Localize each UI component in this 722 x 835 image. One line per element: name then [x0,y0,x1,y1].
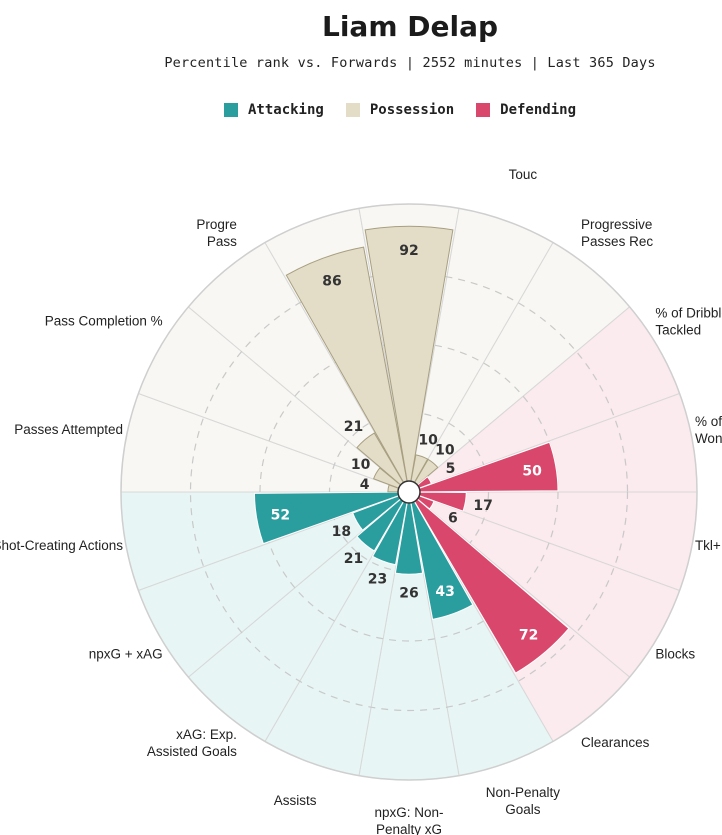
legend-label-possession: Possession [369,102,455,118]
value-label: 4 [360,477,370,493]
category-label: npxG: Non- Penalty xG [374,805,443,835]
value-label: 10 [435,442,455,458]
category-label: Tkl+Int [695,538,722,553]
category-label-line: Pass Completion % [45,314,163,329]
category-label-line: % of Dribblers [655,306,722,321]
category-label-line: Won [695,431,722,446]
legend-item-defending: Defending [476,102,576,118]
value-label: 23 [368,571,387,587]
center-hole [397,480,421,504]
category-label: % of Dribblers Tackled [655,306,722,338]
category-label: % of Aerials Won [695,414,722,446]
value-label: 50 [522,463,542,479]
category-label-line: Assisted Goals [147,744,237,759]
category-label: Shot-Creating Actions [0,538,123,553]
category-label: Passes Attempted [14,422,123,437]
legend-item-possession: Possession [345,102,455,118]
category-label-line: Progre [196,217,237,232]
category-label-line: Passes Rec [581,234,653,249]
chart-subtitle: Percentile rank vs. Forwards | 2552 minu… [164,55,656,71]
value-label: 92 [399,243,418,259]
category-label-line: Tkl+Int [695,538,722,553]
chart-title: Liam Delap [321,10,499,43]
category-label-line: Passes Attempted [14,422,123,437]
legend-swatch-attacking [223,103,238,117]
category-label: Blocks [655,647,695,662]
category-label-line: Shot-Creating Actions [0,538,123,553]
value-label: 18 [332,524,351,540]
category-label-line: Tackled [655,323,701,338]
category-label: Non-Penalty Goals [486,785,561,817]
category-label: Progressive Passes Rec [581,217,653,249]
category-label: Touc [509,167,538,182]
value-label: 10 [351,457,371,473]
category-label: Assists [274,793,317,808]
legend-label-defending: Defending [500,102,576,118]
category-label: Pass Completion % [45,314,163,329]
legend-swatch-possession [345,103,360,117]
value-label: 43 [435,584,454,600]
category-label-line: Clearances [581,735,650,750]
grid-circle [328,411,490,573]
category-label-line: Blocks [655,647,695,662]
chart-legend: Attacking Possession Defending [0,102,722,118]
category-label-line: Assists [274,793,317,808]
value-label: 86 [322,273,341,289]
category-label-line: npxG + xAG [89,647,163,662]
value-label: 72 [519,628,538,644]
grid-circle [259,342,559,642]
value-label: 52 [271,508,290,524]
category-label-line: Penalty xG [376,822,442,835]
category-label-line: Non-Penalty [486,785,561,800]
value-label: 21 [344,419,363,435]
category-label-line: npxG: Non- [374,805,443,820]
value-label: 26 [399,585,418,601]
category-label-line: Pass [207,234,237,249]
category-label-line: Goals [505,802,541,817]
category-label: xAG: Exp. Assisted Goals [147,727,237,759]
value-label: 17 [473,498,492,514]
category-label-line: xAG: Exp. [176,727,237,742]
legend-swatch-defending [476,103,491,117]
value-label: 10 [418,433,438,449]
outer-circle [120,203,698,781]
value-label: 5 [446,461,456,477]
value-label: 21 [344,551,363,567]
category-label-line: Progressive [581,217,652,232]
category-label: Progre Pass [196,217,237,249]
value-label: 6 [448,510,458,526]
legend-label-attacking: Attacking [247,102,324,118]
category-label-line: Touc [509,167,538,182]
category-label-line: % of Aerials [695,414,722,429]
legend-item-attacking: Attacking [223,102,324,118]
category-label: Clearances [581,735,650,750]
category-label: npxG + xAG [89,647,163,662]
